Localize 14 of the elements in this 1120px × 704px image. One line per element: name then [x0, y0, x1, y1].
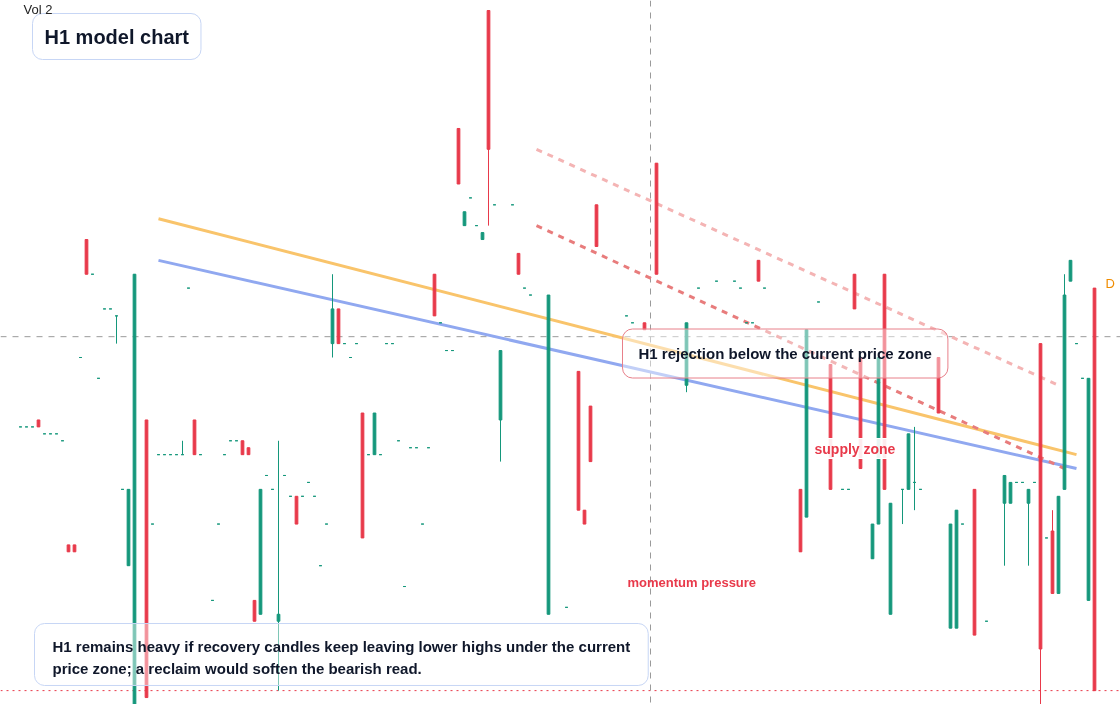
candlestick [1068, 259, 1073, 282]
candlestick [252, 599, 257, 622]
text: D [1105, 276, 1115, 291]
candlestick [516, 252, 521, 275]
annotation: H1 rejection below the current price zone [638, 345, 932, 362]
annotation: supply zone [814, 440, 896, 457]
candlestick [1008, 481, 1013, 504]
annotation: Vol 2 [23, 2, 53, 17]
annotation: momentum pressure [627, 575, 757, 590]
annotation: H1 remains heavy if recovery candles keep leaving lower highs under the current price zone; a reclaim would soften the bearish read. [52, 637, 631, 678]
candlestick [756, 259, 761, 282]
candlestick [114, 315, 119, 345]
candlestick [1026, 488, 1031, 567]
text: H1 model chart [44, 25, 190, 48]
